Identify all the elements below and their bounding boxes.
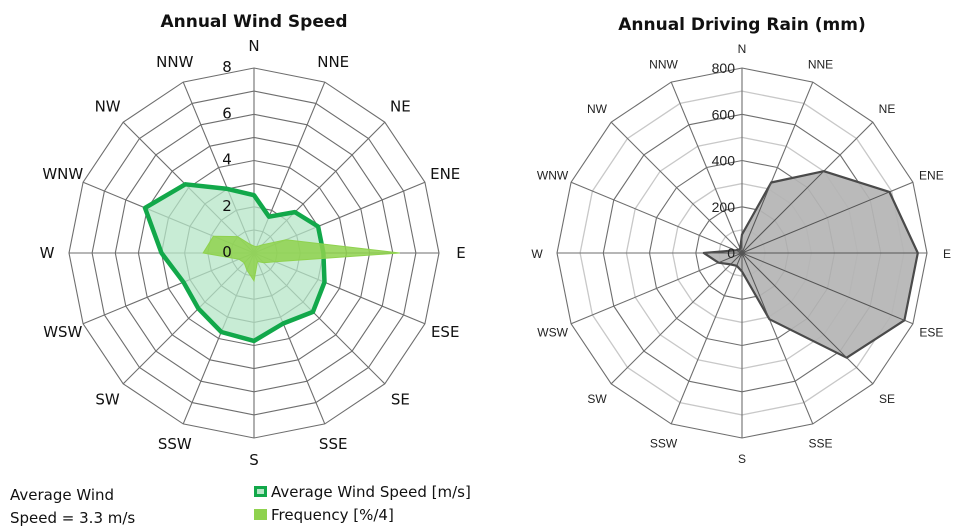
rain-grid-spoke [670, 81, 743, 254]
wind-tick-label: 4 [222, 151, 232, 169]
rain-series-driving-rain [702, 170, 919, 359]
rain-grid-spoke [610, 121, 743, 254]
rain-grid-spoke [670, 252, 743, 425]
rain-direction-label-nnw: NNW [649, 58, 678, 72]
wind-tick-label: 6 [222, 104, 232, 122]
wind-direction-label-ese: ESE [431, 323, 459, 341]
rain-tick-label: 0 [727, 245, 735, 261]
wind-series-average-wind-speed-m-s [142, 182, 327, 344]
rain-spoke-overlay [741, 252, 905, 321]
wind-series-frequency-4 [202, 235, 400, 283]
wind-direction-label-ne: NE [390, 98, 411, 116]
wind-direction-label-nnw: NNW [156, 53, 193, 71]
rain-spoke-overlay [741, 252, 770, 320]
rain-spoke-overlay [741, 252, 848, 359]
legend-item-wind-speed: Average Wind Speed [m/s] [254, 480, 471, 503]
wind-rain-figure: Annual Wind Speed 02468NNNENEENEEESESESS… [40, 12, 951, 469]
rain-direction-label-wsw: WSW [537, 326, 568, 340]
rain-spoke-overlay [741, 170, 825, 254]
rain-grid-spoke [570, 252, 743, 325]
rain-tick-label: 800 [712, 60, 736, 76]
wind-direction-label-se: SE [391, 390, 410, 408]
rain-spoke-overlay [718, 252, 743, 264]
wind-direction-label-wsw: WSW [43, 323, 82, 341]
rain-direction-label-se: SE [879, 392, 895, 406]
wind-direction-label-wnw: WNW [42, 165, 83, 183]
wind-speed-title: Annual Wind Speed [160, 12, 347, 32]
average-wind-line1: Average Wind [10, 486, 115, 504]
rain-spoke-overlay [741, 191, 890, 254]
legend-label-wind-speed: Average Wind Speed [m/s] [271, 482, 471, 501]
rain-direction-label-ese: ESE [919, 326, 943, 340]
wind-direction-label-ssw: SSW [158, 435, 192, 453]
rain-tick-label: 600 [712, 106, 736, 122]
rain-direction-label-n: N [738, 42, 747, 56]
wind-direction-label-n: N [248, 37, 259, 55]
rain-grid-spoke [610, 252, 743, 385]
average-wind-line2: Speed = 3.3 m/s [10, 509, 136, 527]
legend-swatch-wind-speed [254, 486, 267, 497]
wind-direction-label-w: W [40, 244, 55, 262]
rain-direction-label-s: S [738, 452, 746, 466]
wind-tick-label: 8 [222, 58, 232, 76]
rain-direction-label-nne: NNE [808, 58, 833, 72]
rain-grid-spoke [570, 181, 743, 254]
rain-direction-label-e: E [943, 247, 951, 261]
driving-rain-title: Annual Driving Rain (mm) [618, 15, 865, 35]
wind-direction-label-s: S [249, 451, 259, 469]
wind-direction-label-sw: SW [95, 390, 120, 408]
wind-direction-label-sse: SSE [319, 435, 348, 453]
legend-item-frequency: Frequency [%/4] [254, 503, 471, 526]
wind-speed-radar: Annual Wind Speed 02468NNNENEENEEESESESS… [40, 12, 466, 469]
rain-tick-label: 400 [712, 153, 736, 169]
legend: Average Wind Speed [m/s] Frequency [%/4] [254, 480, 471, 526]
rain-direction-label-sse: SSE [808, 436, 832, 450]
average-wind-note: Average Wind Speed = 3.3 m/s [10, 484, 150, 530]
wind-direction-label-nne: NNE [317, 53, 349, 71]
rain-spoke-overlay [730, 252, 743, 265]
wind-direction-label-ene: ENE [430, 165, 460, 183]
driving-rain-radar: Annual Driving Rain (mm) 0200400600800NN… [531, 15, 951, 466]
rain-direction-label-sw: SW [587, 392, 607, 406]
rain-direction-label-ssw: SSW [650, 436, 678, 450]
wind-tick-label: 0 [222, 243, 232, 261]
rain-direction-label-wnw: WNW [537, 169, 569, 183]
wind-tick-label: 2 [222, 197, 232, 215]
rain-direction-label-w: W [531, 247, 543, 261]
rain-direction-label-ene: ENE [919, 169, 944, 183]
rain-tick-label: 200 [712, 199, 736, 215]
rain-direction-label-nw: NW [587, 102, 608, 116]
rain-spoke-overlay [736, 252, 743, 266]
rain-direction-label-ne: NE [879, 102, 896, 116]
wind-direction-label-nw: NW [95, 98, 121, 116]
rain-spoke-overlay [739, 248, 743, 254]
wind-direction-label-e: E [456, 244, 465, 262]
rain-spoke-overlay [741, 182, 772, 254]
legend-label-frequency: Frequency [%/4] [271, 505, 394, 524]
legend-swatch-frequency [254, 509, 267, 520]
